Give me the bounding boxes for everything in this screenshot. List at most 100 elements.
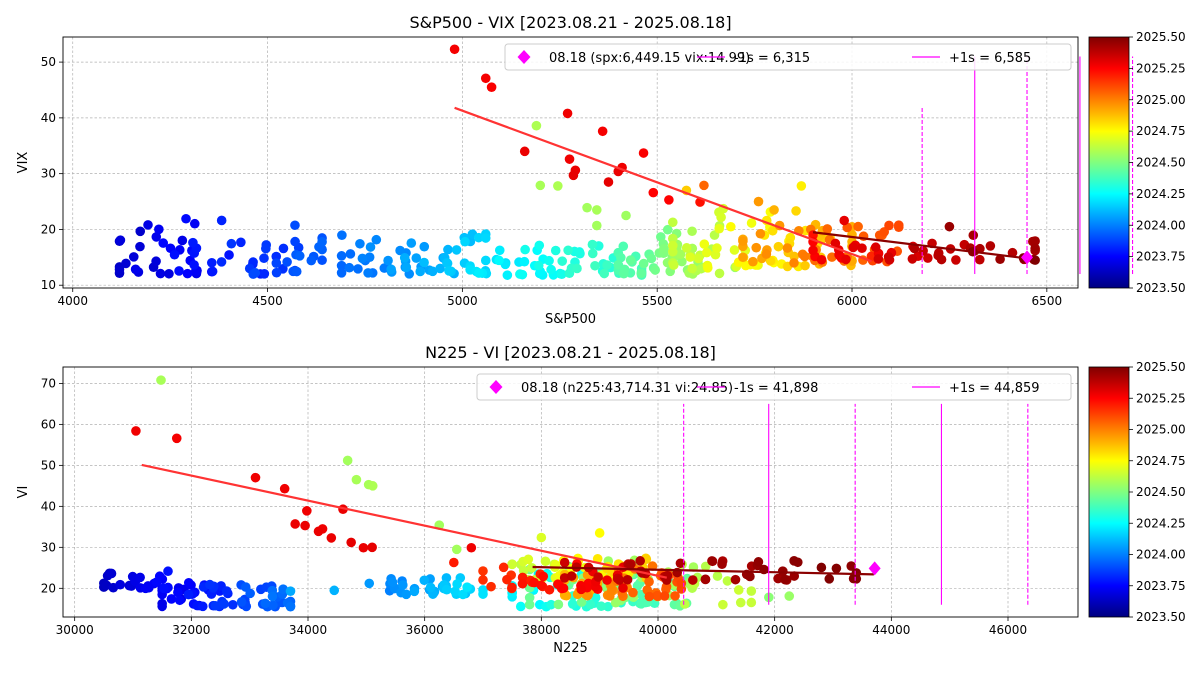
data-point [271,267,282,278]
data-point [444,266,454,276]
x-tick-label: 32000 [172,623,210,637]
data-point [336,267,347,278]
data-point [538,571,549,582]
data-point [618,583,628,593]
x-axis-label: S&P500 [545,312,596,327]
y-tick-label: 10 [41,278,56,292]
data-point [197,601,208,612]
data-point [968,230,979,241]
data-point [780,574,790,585]
data-point [748,256,758,267]
legend-diamond-icon [489,380,503,394]
data-point [210,600,221,611]
x-tick-label: 5000 [447,294,478,308]
data-point [644,591,655,602]
y-tick-label: 60 [41,417,56,431]
data-point [300,520,310,531]
data-point [527,562,537,573]
data-point [769,205,779,215]
data-point [478,589,488,599]
data-point [174,266,184,276]
plot-frame [62,366,1079,618]
data-point [344,262,355,273]
data-point [675,558,686,569]
current-marker [1021,250,1034,265]
data-point [317,237,327,247]
data-point [553,599,564,610]
legend-label-sigma: +1s = 6,585 [949,51,1031,66]
colorbar-tick-label: 2024.00 [1136,548,1186,562]
data-point [667,217,678,228]
data-point [773,241,784,252]
colorbar-tick-label: 2024.00 [1136,218,1186,232]
colorbar-tick-label: 2023.75 [1136,579,1186,593]
data-point [567,599,578,609]
data-points [114,44,1040,280]
data-point [587,239,598,250]
data-point [718,599,728,610]
data-point [592,205,602,215]
data-point [883,252,894,262]
data-point [188,237,198,248]
data-point [494,245,505,256]
data-point [441,584,452,595]
data-point [367,542,377,553]
data-point [830,238,841,249]
data-point [236,237,246,248]
data-point [614,575,625,585]
data-point [796,181,807,191]
data-point [533,260,544,271]
data-point [628,587,638,598]
data-point [158,238,169,248]
data-point [524,599,535,610]
colorbar-tick-label: 2025.25 [1136,61,1186,75]
data-point [480,73,491,84]
data-point [722,576,733,586]
colorbar-tick-label: 2025.25 [1136,391,1186,405]
data-point [564,154,575,164]
data-point [182,268,193,279]
data-point [668,260,679,270]
legend-label-sigma: +1s = 44,859 [949,381,1040,396]
data-point [411,253,422,263]
data-point [449,557,459,568]
data-point [443,244,453,255]
data-point [594,528,605,538]
data-point [524,592,535,603]
data-point [473,232,484,243]
data-point [729,245,740,255]
legend-label-current: 08.18 (spx:6,449.15 vix:14.99) [549,51,750,66]
data-point [540,556,551,567]
data-point [236,597,247,607]
colorbar: 2023.50 2023.75 2024.00 2024.25 2024.50 2024.… [1088,360,1186,624]
data-point [585,599,596,610]
data-point [664,195,674,205]
data-point [351,474,362,485]
data-point [135,226,146,237]
data-point [755,228,766,239]
data-point [156,375,166,385]
data-point [687,575,698,585]
data-point [450,586,460,597]
data-point [451,544,462,555]
data-point [371,234,382,245]
data-point [163,566,173,577]
data-point [337,230,347,240]
data-point [507,559,517,570]
data-point [474,268,484,278]
data-point [857,243,867,253]
data-point [271,258,282,268]
data-point [602,260,612,270]
data-point [782,243,793,253]
y-axis-label: VIX [16,152,31,174]
data-point [576,584,587,595]
data-point [995,254,1005,265]
data-point [562,108,573,119]
data-point [115,235,126,245]
data-point [884,220,894,231]
data-point [625,255,636,265]
data-point [544,584,555,595]
y-axis-label: VI [16,486,31,499]
data-point [610,597,621,608]
